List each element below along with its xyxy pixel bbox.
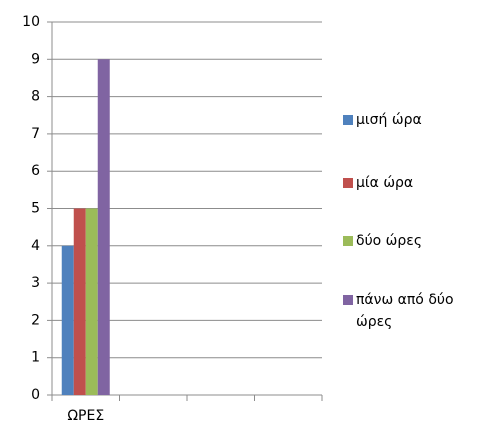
y-tick-label: 10 [22, 14, 40, 30]
legend-swatch [343, 236, 353, 246]
legend-item: μία ώρα [343, 172, 493, 194]
y-tick-label: 9 [31, 51, 40, 67]
x-tick-label: ΩΡΕΣ [67, 408, 104, 424]
y-tick-label: 3 [31, 275, 40, 291]
legend-item: πάνω από δύο ώρες [343, 289, 493, 333]
legend-swatch [343, 178, 353, 188]
bar [85, 208, 98, 395]
bar [97, 59, 110, 396]
legend-item: μισή ώρα [343, 109, 493, 131]
legend-label: πάνω από δύο ώρες [356, 292, 454, 330]
legend-label: μία ώρα [356, 175, 414, 191]
bar [73, 208, 86, 395]
y-tick-label: 0 [31, 387, 40, 403]
bar [61, 245, 74, 395]
legend-label: μισή ώρα [356, 112, 422, 128]
legend-label: δύο ώρες [356, 233, 423, 249]
legend-item: δύο ώρες [343, 230, 493, 252]
y-tick-label: 5 [31, 201, 40, 217]
y-tick-label: 4 [31, 238, 40, 254]
y-tick-label: 7 [31, 126, 40, 142]
legend-swatch [343, 115, 353, 125]
y-tick-label: 1 [31, 350, 40, 366]
legend-swatch [343, 295, 353, 305]
y-tick-label: 2 [31, 312, 40, 328]
y-tick-label: 8 [31, 89, 40, 105]
y-tick-label: 6 [31, 163, 40, 179]
